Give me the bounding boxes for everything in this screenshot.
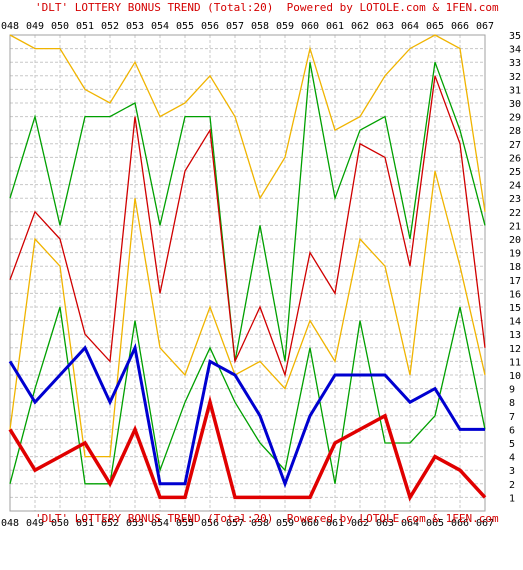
x-tick-label: 055 [176, 21, 194, 32]
x-tick-label: 049 [26, 518, 44, 529]
x-tick-label: 050 [51, 21, 69, 32]
x-tick-label: 065 [426, 21, 444, 32]
chart-title: 'DLT' LOTTERY BONUS TREND (Total:20) Pow… [35, 1, 499, 14]
x-tick-label: 060 [301, 21, 319, 32]
x-tick-label: 066 [451, 518, 469, 529]
y-tick-label: 11 [509, 357, 521, 368]
x-tick-label: 049 [26, 21, 44, 32]
x-tick-label: 063 [376, 518, 394, 529]
y-tick-label: 15 [509, 303, 521, 314]
y-tick-label: 29 [509, 113, 521, 124]
y-tick-label: 20 [509, 235, 521, 246]
x-tick-label: 048 [1, 21, 19, 32]
x-tick-label: 051 [76, 21, 94, 32]
x-tick-label: 062 [351, 518, 369, 529]
y-tick-label: 21 [509, 221, 521, 232]
y-tick-label: 7 [509, 412, 515, 423]
y-tick-label: 16 [509, 289, 521, 300]
x-tick-label: 057 [226, 21, 244, 32]
x-tick-label: 066 [451, 21, 469, 32]
x-tick-label: 052 [101, 518, 119, 529]
x-tick-label: 054 [151, 21, 169, 32]
y-tick-label: 27 [509, 140, 521, 151]
y-tick-label: 4 [509, 453, 515, 464]
x-tick-label: 067 [476, 21, 494, 32]
y-tick-label: 13 [509, 330, 521, 341]
y-tick-label: 10 [509, 371, 521, 382]
y-tick-label: 1 [509, 493, 515, 504]
chart-footer: 'DLT' LOTTERY BONUS TREND (Total:20) Pow… [35, 512, 499, 525]
x-tick-label: 063 [376, 21, 394, 32]
y-tick-label: 33 [509, 58, 521, 69]
series-line-2 [9, 61, 486, 362]
x-tick-label: 059 [276, 518, 294, 529]
y-tick-label: 5 [509, 439, 515, 450]
x-tick-label: 056 [201, 21, 219, 32]
x-tick-label: 062 [351, 21, 369, 32]
x-tick-label: 048 [1, 518, 19, 529]
x-tick-label: 065 [426, 518, 444, 529]
y-tick-label: 3 [509, 466, 515, 477]
x-tick-label: 058 [251, 518, 269, 529]
y-tick-label: 32 [509, 72, 521, 83]
x-tick-label: 060 [301, 518, 319, 529]
y-tick-label: 31 [509, 85, 521, 96]
x-tick-label: 064 [401, 21, 419, 32]
series-line-1 [9, 34, 486, 212]
series-line-5 [9, 306, 486, 485]
y-tick-label: 18 [509, 262, 521, 273]
y-tick-labels: 1234567891011121314151617181920212223242… [509, 31, 521, 504]
x-tick-label: 052 [101, 21, 119, 32]
x-tick-label: 056 [201, 518, 219, 529]
x-tick-label: 050 [51, 518, 69, 529]
x-tick-label: 057 [226, 518, 244, 529]
series-line-4 [9, 170, 486, 458]
y-tick-label: 26 [509, 153, 521, 164]
x-tick-labels-top: 048 049 050 051 052 053 054 055 056 057 058 059 060 0… [1, 21, 494, 32]
y-tick-label: 34 [509, 45, 521, 56]
y-tick-label: 8 [509, 398, 515, 409]
y-tick-label: 2 [509, 480, 515, 491]
x-tick-label: 061 [326, 518, 344, 529]
x-tick-label: 054 [151, 518, 169, 529]
y-tick-label: 25 [509, 167, 521, 178]
series-line-7 [8, 395, 487, 502]
series-line-3 [9, 75, 486, 378]
x-tick-label: 058 [251, 21, 269, 32]
y-tick-label: 17 [509, 276, 521, 287]
plot-border [9, 34, 486, 512]
x-tick-label: 067 [476, 518, 494, 529]
x-tick-label: 053 [126, 518, 144, 529]
y-tick-label: 9 [509, 385, 515, 396]
series-lines [8, 34, 487, 502]
y-tick-label: 22 [509, 208, 521, 219]
x-tick-label: 059 [276, 21, 294, 32]
series-line-6 [8, 342, 485, 489]
x-tick-label: 051 [76, 518, 94, 529]
plot-frame [9, 34, 486, 512]
y-tick-label: 14 [509, 317, 521, 328]
y-tick-label: 6 [509, 425, 515, 436]
y-tick-label: 23 [509, 194, 521, 205]
y-tick-label: 19 [509, 249, 521, 260]
y-tick-label: 28 [509, 126, 521, 137]
y-tick-label: 24 [509, 181, 521, 192]
x-tick-label: 064 [401, 518, 419, 529]
y-tick-label: 30 [509, 99, 521, 110]
y-tick-label: 12 [509, 344, 521, 355]
x-tick-labels-bottom: 048 049 050 051 052 053 054 055 056 057 058 059 060 0… [1, 518, 494, 529]
x-tick-label: 053 [126, 21, 144, 32]
x-tick-label: 061 [326, 21, 344, 32]
x-tick-label: 055 [176, 518, 194, 529]
y-tick-label: 35 [509, 31, 521, 42]
